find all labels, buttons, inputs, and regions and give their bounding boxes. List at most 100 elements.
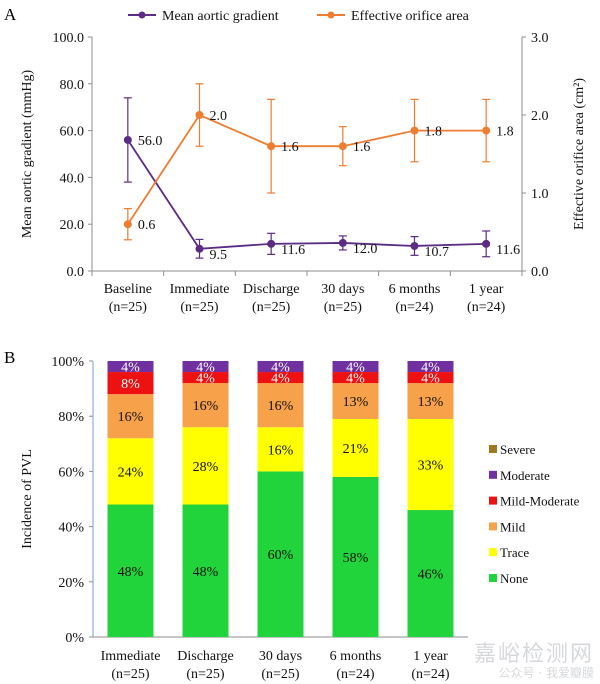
- bar-segment: [107, 361, 154, 373]
- x-category-label: Discharge: [243, 282, 300, 297]
- data-point: [482, 239, 491, 248]
- y-tick-label: 20%: [58, 576, 84, 591]
- y-axis-title: Mean aortic gradient (mmHg): [20, 69, 35, 238]
- bar-data-label: 16%: [268, 443, 294, 458]
- x-category-subtitle: (n=24): [411, 667, 450, 682]
- legend-entry: Severe: [500, 442, 536, 457]
- data-point: [123, 220, 132, 229]
- x-category-label: Discharge: [177, 649, 234, 664]
- data-label: 1.6: [353, 140, 371, 155]
- bar-segment: [107, 438, 154, 505]
- bar-segment: [182, 372, 229, 384]
- x-category-label: 1 year: [413, 649, 448, 664]
- series-line: [127, 139, 487, 250]
- bar-segment: [182, 427, 229, 505]
- x-category-subtitle: (n=25): [324, 300, 363, 315]
- bar-segment: [257, 471, 304, 637]
- bar-data-label: 4%: [346, 361, 365, 376]
- watermark-brand: 嘉峪检测网: [473, 641, 594, 667]
- bar-data-label: 4%: [271, 361, 290, 376]
- bar-data-label: 48%: [118, 565, 144, 580]
- data-point: [482, 126, 491, 135]
- bar-segment: [407, 372, 454, 384]
- bar-segment: [407, 510, 454, 637]
- x-category-subtitle: (n=25): [252, 300, 291, 315]
- left-tick-label: 40.0: [60, 171, 85, 186]
- data-point: [195, 111, 204, 119]
- data-point: [338, 238, 347, 247]
- bar-data-label: 4%: [271, 372, 290, 387]
- panel-a: A 0.0 20.0 40.0 60.0 80.0 100.0 0.0 1.0 2.0 3.0 Bas…: [4, 5, 587, 315]
- x-category-subtitle: (n=25): [111, 667, 150, 682]
- bar-data-label: 4%: [346, 372, 365, 387]
- bar-segment: [332, 372, 379, 384]
- bar-segment: [407, 418, 454, 511]
- bar-segment: [257, 383, 304, 428]
- right-tick-label: 1.0: [531, 187, 549, 202]
- left-tick-label: 0.0: [67, 265, 85, 280]
- bar-data-label: 33%: [418, 459, 444, 474]
- legend-swatch: [489, 574, 497, 582]
- x-category-label: 6 months: [389, 282, 441, 297]
- bar-data-label: 8%: [121, 377, 140, 392]
- bar-data-label: 4%: [196, 361, 215, 376]
- data-label: 0.6: [138, 218, 156, 233]
- y2-axis-title: Effective orifice area (cm²): [572, 78, 587, 230]
- legend-entry: Moderate: [500, 468, 550, 483]
- bar-segment: [407, 361, 454, 373]
- bar-segment: [107, 504, 154, 637]
- bar-data-label: 16%: [118, 410, 144, 425]
- x-category-subtitle: (n=24): [467, 300, 506, 315]
- data-point: [410, 126, 419, 135]
- data-label: 1.8: [496, 125, 513, 140]
- bar-data-label: 13%: [418, 395, 444, 410]
- x-category-subtitle: (n=25): [180, 300, 219, 315]
- data-point: [195, 244, 204, 253]
- bar-segment: [182, 361, 229, 373]
- x-category-subtitle: (n=25): [109, 300, 148, 315]
- legend-entry: Mild: [500, 519, 526, 534]
- bar-segment: [107, 394, 154, 439]
- bar-segment: [257, 427, 304, 472]
- data-label: 1.8: [425, 125, 443, 140]
- legend-entry: None: [500, 571, 528, 586]
- bar-segment: [182, 383, 229, 428]
- legend-swatch-marker: [138, 11, 146, 19]
- bar-data-label: 60%: [268, 548, 294, 563]
- legend-swatch: [489, 445, 497, 453]
- bar-data-label: 58%: [343, 551, 369, 566]
- bar-data-label: 46%: [418, 568, 444, 583]
- left-tick-label: 60.0: [60, 125, 85, 140]
- right-tick-label: 3.0: [531, 31, 549, 46]
- legend-entry: Trace: [500, 545, 529, 560]
- bar-data-label: 4%: [421, 361, 440, 376]
- data-point: [338, 142, 347, 151]
- legend-entry: Effective orifice area: [351, 9, 470, 24]
- legend-swatch: [489, 496, 497, 505]
- y-tick-label: 80%: [58, 410, 84, 425]
- bar-segment: [257, 361, 304, 373]
- x-category-subtitle: (n=25): [261, 667, 300, 682]
- data-label: 56.0: [138, 134, 163, 149]
- series-line: [127, 113, 487, 225]
- legend-swatch: [489, 522, 497, 531]
- data-point: [123, 135, 132, 144]
- data-label: 10.7: [425, 245, 450, 260]
- panel-b: B 0% 20% 40% 60% 80% 100% Incidence of PVL Immed…: [4, 348, 580, 682]
- right-tick-label: 2.0: [531, 109, 549, 124]
- legend-entry: Mean aortic gradient: [162, 9, 279, 24]
- bar-segment: [257, 372, 304, 384]
- bar-data-label: 16%: [268, 399, 294, 414]
- bar-data-label: 21%: [343, 442, 369, 457]
- panel-a-label: A: [4, 5, 17, 24]
- bar-data-label: 16%: [193, 399, 219, 414]
- y-tick-label: 0%: [65, 631, 84, 646]
- right-tick-label: 0.0: [531, 265, 549, 280]
- bar-data-label: 28%: [193, 460, 219, 475]
- x-category-subtitle: (n=24): [336, 667, 375, 682]
- x-category-label: 30 days: [321, 282, 364, 297]
- data-label: 11.6: [496, 243, 520, 258]
- y-tick-label: 100%: [51, 355, 84, 370]
- x-category-label: 1 year: [469, 282, 504, 297]
